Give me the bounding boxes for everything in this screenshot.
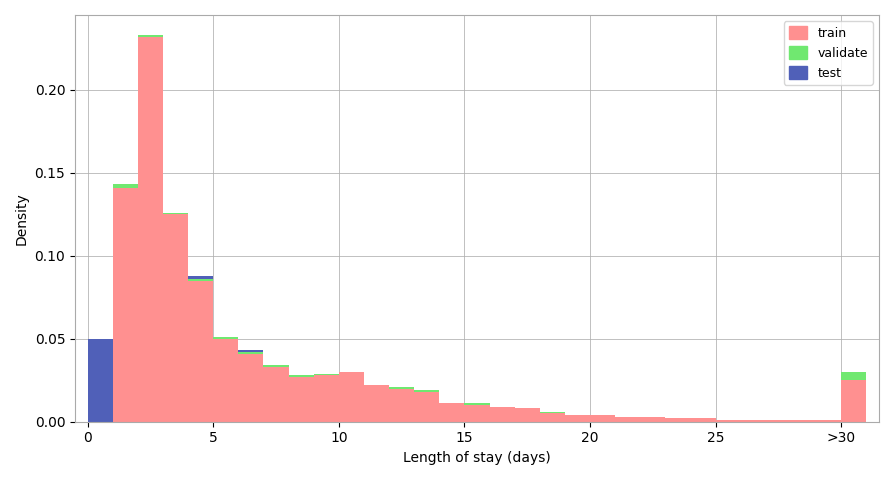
Bar bbox=[414, 392, 439, 422]
Bar bbox=[188, 281, 213, 422]
Bar bbox=[213, 339, 239, 422]
Bar bbox=[289, 375, 314, 422]
Bar bbox=[615, 417, 640, 422]
Bar bbox=[364, 385, 389, 422]
Bar bbox=[213, 337, 239, 422]
Bar bbox=[766, 420, 791, 422]
Bar bbox=[314, 375, 339, 422]
Bar bbox=[389, 387, 414, 422]
Bar bbox=[339, 372, 364, 422]
Bar bbox=[665, 419, 690, 422]
Bar bbox=[540, 412, 565, 422]
Bar bbox=[615, 417, 640, 422]
Bar bbox=[716, 420, 741, 422]
Bar bbox=[239, 350, 264, 422]
Bar bbox=[841, 372, 866, 422]
Bar bbox=[590, 417, 615, 422]
Bar bbox=[389, 388, 414, 422]
Bar bbox=[314, 375, 339, 422]
Bar bbox=[163, 217, 188, 422]
Bar bbox=[264, 365, 289, 422]
Bar bbox=[314, 373, 339, 422]
Bar bbox=[766, 420, 791, 422]
Bar bbox=[741, 420, 766, 422]
Bar bbox=[515, 408, 540, 422]
Bar bbox=[264, 365, 289, 422]
Legend: train, validate, test: train, validate, test bbox=[783, 21, 873, 84]
Bar bbox=[665, 419, 690, 422]
Bar bbox=[113, 191, 138, 422]
Bar bbox=[791, 420, 816, 422]
Bar bbox=[690, 419, 716, 422]
Bar bbox=[690, 419, 716, 422]
Bar bbox=[741, 420, 766, 422]
Bar bbox=[213, 339, 239, 422]
Bar bbox=[138, 36, 163, 422]
Bar bbox=[414, 390, 439, 422]
Bar bbox=[188, 276, 213, 422]
Bar bbox=[138, 38, 163, 422]
Bar bbox=[339, 388, 364, 422]
Bar bbox=[716, 420, 741, 422]
Bar bbox=[439, 404, 465, 422]
Bar bbox=[841, 380, 866, 422]
Bar bbox=[163, 214, 188, 422]
Bar bbox=[640, 419, 665, 422]
X-axis label: Length of stay (days): Length of stay (days) bbox=[403, 451, 551, 465]
Bar bbox=[113, 188, 138, 422]
Bar bbox=[766, 420, 791, 422]
Bar bbox=[665, 419, 690, 422]
Bar bbox=[414, 392, 439, 422]
Bar bbox=[264, 367, 289, 422]
Bar bbox=[615, 417, 640, 422]
Bar bbox=[389, 388, 414, 422]
Bar bbox=[364, 387, 389, 422]
Bar bbox=[791, 420, 816, 422]
Bar bbox=[339, 387, 364, 422]
Bar bbox=[439, 404, 465, 422]
Bar bbox=[239, 352, 264, 422]
Bar bbox=[590, 417, 615, 422]
Bar bbox=[490, 407, 515, 422]
Bar bbox=[816, 420, 841, 422]
Bar bbox=[465, 404, 490, 422]
Bar bbox=[465, 405, 490, 422]
Bar bbox=[490, 407, 515, 422]
Bar bbox=[640, 417, 665, 422]
Bar bbox=[88, 339, 113, 422]
Bar bbox=[791, 420, 816, 422]
Y-axis label: Density: Density bbox=[15, 192, 29, 245]
Bar bbox=[540, 413, 565, 422]
Bar bbox=[364, 387, 389, 422]
Bar bbox=[138, 35, 163, 422]
Bar bbox=[841, 380, 866, 422]
Bar bbox=[490, 407, 515, 422]
Bar bbox=[289, 375, 314, 422]
Bar bbox=[690, 420, 716, 422]
Bar bbox=[540, 412, 565, 422]
Bar bbox=[113, 184, 138, 422]
Bar bbox=[816, 420, 841, 422]
Bar bbox=[163, 213, 188, 422]
Bar bbox=[515, 408, 540, 422]
Bar bbox=[515, 408, 540, 422]
Bar bbox=[816, 420, 841, 422]
Bar bbox=[565, 415, 590, 422]
Bar bbox=[640, 417, 665, 422]
Bar bbox=[565, 415, 590, 422]
Bar bbox=[465, 405, 490, 422]
Bar bbox=[716, 420, 741, 422]
Bar bbox=[239, 354, 264, 422]
Bar bbox=[439, 404, 465, 422]
Bar bbox=[565, 415, 590, 422]
Bar bbox=[590, 415, 615, 422]
Bar bbox=[741, 420, 766, 422]
Bar bbox=[289, 377, 314, 422]
Bar bbox=[188, 279, 213, 422]
